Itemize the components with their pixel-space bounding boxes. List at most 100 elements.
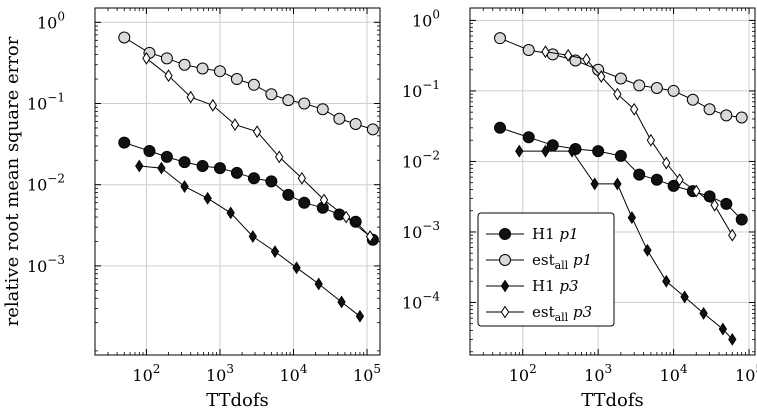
data-point	[687, 94, 698, 105]
data-point	[187, 92, 194, 103]
y-tick-exponent: −3	[422, 219, 440, 233]
data-point	[119, 32, 130, 43]
y-tick-label: 100	[37, 9, 65, 32]
y-axis-title: relative root mean square error	[2, 36, 23, 326]
legend-label-subscript: all	[555, 311, 569, 324]
data-point	[227, 207, 234, 218]
data-point	[214, 163, 225, 174]
data-point	[315, 278, 322, 289]
y-tick-exponent: −3	[47, 253, 65, 267]
data-point	[161, 53, 172, 64]
x-axis-title: TTdofs	[581, 390, 644, 411]
x-tick-label: 104	[280, 362, 308, 385]
data-point	[634, 169, 645, 180]
data-point	[615, 150, 626, 161]
data-point	[350, 118, 361, 129]
legend-label: H1 p3	[532, 277, 579, 295]
legend-label-variable: p3	[559, 277, 578, 295]
series-1	[119, 32, 379, 135]
data-point	[628, 212, 635, 223]
data-point	[721, 110, 732, 121]
data-point	[704, 104, 715, 115]
data-point	[179, 59, 190, 70]
data-point	[161, 151, 172, 162]
legend-label: H1 p1	[532, 225, 579, 243]
legend-label-subscript: all	[555, 259, 569, 272]
x-tick-base: 10	[353, 366, 373, 385]
data-point	[299, 98, 310, 109]
x-tick-exponent: 4	[680, 362, 688, 376]
data-point	[266, 89, 277, 100]
data-point	[516, 146, 523, 157]
data-point	[214, 66, 225, 77]
x-tick-label: 105	[353, 362, 381, 385]
legend-label-variable: p1	[559, 225, 578, 243]
plot-frame	[95, 8, 380, 355]
data-point	[651, 174, 662, 185]
data-point	[547, 140, 558, 151]
data-point	[729, 334, 736, 345]
y-tick-base: 10	[402, 152, 422, 171]
data-point	[231, 167, 242, 178]
data-point	[179, 157, 190, 168]
data-point	[317, 104, 328, 115]
x-axis-title: TTdofs	[206, 390, 269, 411]
y-tick-base: 10	[402, 293, 422, 312]
series-0	[495, 122, 748, 225]
y-tick-base: 10	[412, 11, 432, 30]
x-tick-label: 103	[584, 362, 612, 385]
data-point	[299, 197, 310, 208]
y-tick-label: 10−3	[402, 219, 440, 242]
data-point	[181, 181, 188, 192]
y-tick-exponent: −2	[47, 172, 65, 186]
data-point	[266, 176, 277, 187]
data-point	[197, 63, 208, 74]
series-0	[119, 137, 379, 245]
data-point	[704, 191, 715, 202]
data-point	[209, 100, 216, 111]
legend-label-base: est	[532, 251, 555, 269]
y-tick-exponent: 0	[432, 7, 440, 21]
x-tick-base: 10	[660, 366, 680, 385]
data-point	[614, 89, 621, 100]
x-tick-base: 10	[132, 366, 152, 385]
legend-label-variable: p1	[573, 251, 592, 269]
y-tick-label: 10−2	[402, 148, 440, 171]
data-point	[334, 113, 345, 124]
legend-marker	[500, 229, 511, 240]
data-point	[283, 189, 294, 200]
data-point	[165, 70, 172, 81]
data-point	[583, 54, 590, 65]
data-point	[668, 85, 679, 96]
data-point	[231, 74, 242, 85]
y-tick-base: 10	[37, 13, 57, 32]
data-point	[651, 83, 662, 94]
data-point	[593, 146, 604, 157]
data-point	[634, 80, 645, 91]
data-point	[144, 146, 155, 157]
x-tick-exponent: 4	[300, 362, 308, 376]
y-tick-base: 10	[27, 257, 47, 276]
data-point	[700, 308, 707, 319]
right-chart-panel: 10210310410510010−110−210−310−4TTdofs	[402, 7, 757, 411]
x-tick-base: 10	[509, 366, 529, 385]
y-tick-exponent: −1	[422, 78, 440, 92]
data-point	[254, 126, 261, 137]
y-tick-label: 100	[412, 7, 440, 30]
legend-label-base: est	[532, 303, 555, 321]
y-tick-base: 10	[27, 95, 47, 114]
data-point	[614, 178, 621, 189]
x-tick-base: 10	[584, 366, 604, 385]
y-tick-base: 10	[27, 176, 47, 195]
y-tick-exponent: 0	[57, 9, 65, 23]
data-point	[204, 193, 211, 204]
data-point	[338, 296, 345, 307]
left-chart-panel: 102 103 104 10510010−110−210−3TTdofsrelativ…	[2, 8, 381, 411]
data-point	[248, 173, 259, 184]
data-point	[136, 161, 143, 172]
data-point	[719, 324, 726, 335]
data-point	[293, 262, 300, 273]
y-tick-label: 10−4	[402, 289, 440, 312]
